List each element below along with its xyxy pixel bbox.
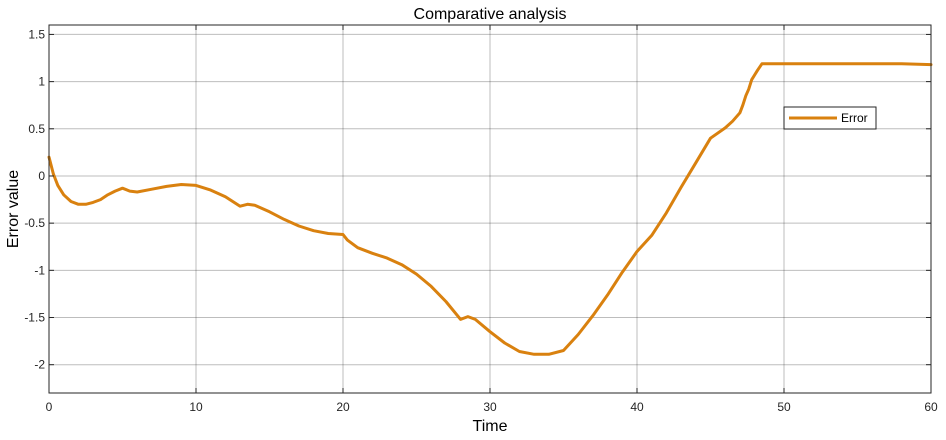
chart-title: Comparative analysis <box>414 6 567 23</box>
y-tick-label: -0.5 <box>24 216 45 230</box>
series-layer <box>47 62 933 356</box>
x-tick-label: 50 <box>777 400 791 414</box>
x-axis-title: Time <box>473 418 508 435</box>
x-tick-label: 20 <box>336 400 350 414</box>
x-tick-label: 0 <box>46 400 53 414</box>
x-tick-label: 30 <box>483 400 497 414</box>
y-tick-label: -1.5 <box>24 311 45 325</box>
legend-label-error: Error <box>841 111 868 125</box>
series-line-error <box>47 62 933 356</box>
y-tick-label: 1 <box>38 75 45 89</box>
y-axis-ticks: 1.5 1 0.5 0 -0.5 -1 -1.5 -2 <box>24 27 931 372</box>
y-tick-label: 1.5 <box>28 27 45 41</box>
y-axis-title: Error value <box>5 170 22 248</box>
x-tick-label: 40 <box>630 400 644 414</box>
x-tick-label: 10 <box>189 400 203 414</box>
y-tick-label: -2 <box>34 358 45 372</box>
y-tick-label: 0.5 <box>28 122 45 136</box>
y-tick-label: -1 <box>34 263 45 277</box>
legend: Error <box>783 106 877 130</box>
y-tick-label: 0 <box>38 169 45 183</box>
x-axis-ticks: 0 10 20 30 40 50 60 <box>46 25 938 414</box>
x-tick-label: 60 <box>924 400 938 414</box>
